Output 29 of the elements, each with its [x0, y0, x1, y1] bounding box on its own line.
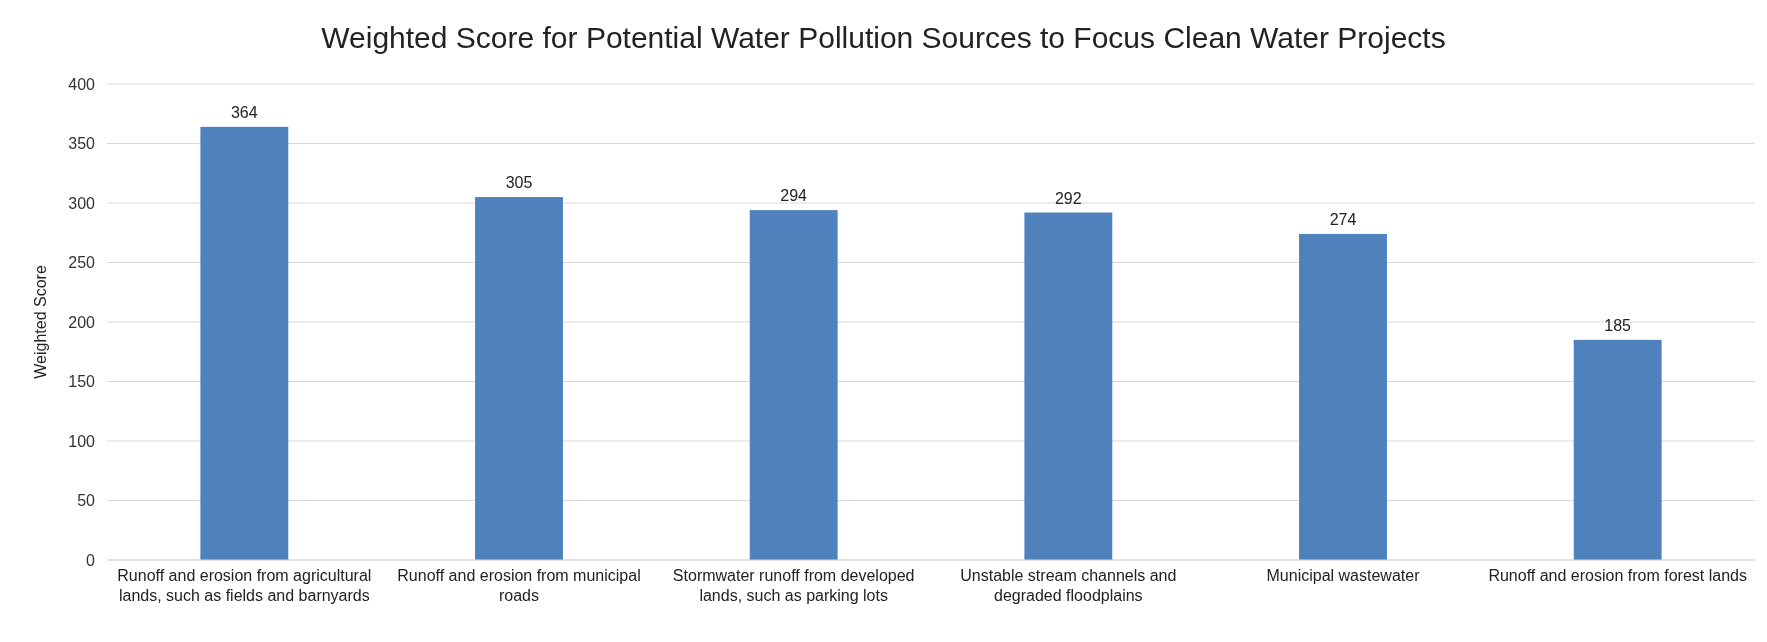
- y-tick-label: 400: [68, 75, 96, 93]
- bar: [475, 197, 563, 560]
- bar: [1024, 212, 1113, 560]
- data-label: 294: [780, 187, 808, 205]
- bar: [1573, 339, 1662, 560]
- data-label: 292: [1054, 189, 1082, 207]
- y-tick-label: 300: [68, 194, 96, 212]
- bar: [1299, 233, 1387, 560]
- y-tick-label: 200: [68, 313, 96, 331]
- data-label: 274: [1329, 210, 1357, 228]
- y-axis-title: Weighted Score: [32, 265, 49, 379]
- bar: [749, 210, 838, 560]
- y-tick-label: 150: [68, 373, 96, 391]
- y-tick-label: 350: [68, 135, 96, 153]
- y-tick-label: 250: [68, 254, 96, 272]
- x-tick-label: Runoff and erosion from forest lands: [1488, 567, 1747, 585]
- x-tick-label: Unstable stream channels and degraded floodplains: [960, 567, 1177, 604]
- y-tick-label: 0: [86, 551, 96, 569]
- x-tick-label: Municipal wastewater: [1266, 567, 1421, 585]
- x-tick-label: Stormwater runoff from developed lands, such as parking lots: [672, 567, 915, 604]
- chart-title: Weighted Score for Potential Water Pollution Sources to Focus Clean Water Projects: [321, 21, 1446, 54]
- y-tick-label: 100: [68, 432, 96, 450]
- y-tick-label: 50: [77, 492, 96, 510]
- data-label: 185: [1604, 316, 1632, 334]
- x-tick-label: Runoff and erosion from agricultural lands, such as fields and barnyards: [117, 567, 372, 604]
- data-label: 305: [505, 174, 533, 192]
- data-label: 364: [230, 103, 258, 121]
- bar: [200, 126, 289, 560]
- x-tick-label: Runoff and erosion from municipal roads: [397, 567, 641, 604]
